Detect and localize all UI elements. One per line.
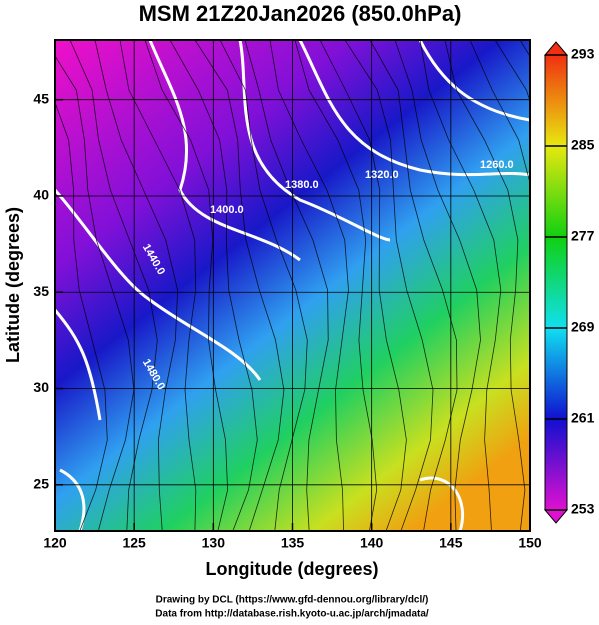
contour-label: 1320.0 — [365, 169, 399, 181]
streamline — [244, 40, 329, 531]
footer: Drawing by DCL (https://www.gfd-dennou.o… — [156, 595, 429, 606]
streamline — [55, 55, 135, 531]
y-tick-label: 25 — [33, 475, 49, 491]
contour-label: 1260.0 — [480, 159, 514, 171]
streamlines — [55, 40, 530, 531]
streamline — [444, 40, 526, 531]
colorbar-extend — [543, 41, 569, 56]
streamline — [194, 40, 285, 531]
colorbar-tick-label: 277 — [571, 228, 595, 244]
streamline — [319, 40, 407, 531]
y-tick-label: 35 — [33, 283, 49, 299]
streamline — [119, 40, 197, 531]
colorbar-tick-label: 261 — [571, 410, 595, 426]
chart-title: MSM 21Z20Jan2026 (850.0hPa) — [139, 1, 462, 26]
colorbar-tick-label: 269 — [571, 319, 595, 335]
streamline — [94, 40, 179, 531]
x-axis-label: Longitude (degrees) — [205, 559, 378, 579]
x-tick-label: 130 — [202, 535, 226, 551]
x-tick-label: 150 — [518, 535, 542, 551]
streamline — [369, 40, 458, 531]
streamline — [469, 40, 530, 185]
colorbar-tick-label: 285 — [571, 137, 595, 153]
colorbar-tick-label: 293 — [571, 46, 595, 62]
streamline — [55, 101, 108, 531]
contour-label: 1400.0 — [210, 204, 244, 216]
streamline — [269, 40, 349, 531]
contour-label: 1380.0 — [285, 179, 319, 191]
streamline — [294, 40, 378, 531]
y-tick-label: 30 — [33, 379, 49, 395]
y-tick-label: 45 — [33, 90, 49, 106]
streamline — [69, 40, 158, 531]
streamline — [344, 40, 434, 531]
x-tick-label: 125 — [122, 535, 146, 551]
plot-frame — [54, 39, 531, 532]
x-tick-label: 145 — [439, 535, 463, 551]
streamline — [394, 40, 481, 531]
x-tick-label: 135 — [281, 535, 305, 551]
streamline — [169, 40, 258, 531]
colorbar-tick-label: 253 — [571, 501, 595, 517]
colorbar-extend — [543, 509, 569, 524]
streamline — [219, 40, 308, 531]
colorbar — [544, 54, 568, 511]
footer: Data from http://database.rish.kyoto-u.a… — [155, 609, 429, 620]
y-tick-label: 40 — [33, 187, 49, 203]
streamline — [419, 40, 502, 531]
streamline — [144, 40, 229, 531]
x-tick-label: 120 — [43, 535, 67, 551]
y-axis-label: Latitude (degrees) — [3, 207, 23, 363]
x-tick-label: 140 — [360, 535, 384, 551]
